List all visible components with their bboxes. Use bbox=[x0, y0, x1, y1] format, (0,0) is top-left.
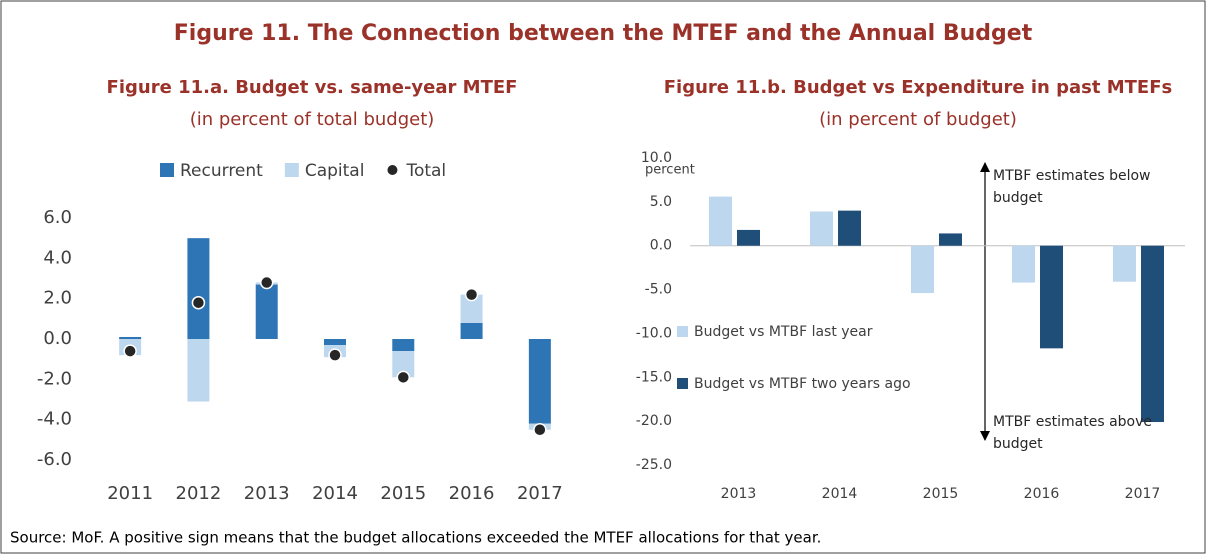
bar bbox=[838, 210, 861, 246]
y-tick-label: -25.0 bbox=[636, 457, 672, 473]
y-tick-label: 6.0 bbox=[43, 207, 72, 228]
x-tick-label: 2014 bbox=[822, 486, 858, 502]
y-tick-label: -5.0 bbox=[645, 282, 672, 298]
y-tick-label: -4.0 bbox=[37, 409, 72, 430]
legend-marker bbox=[387, 165, 398, 175]
legend-label: Budget vs MTBF two years ago bbox=[694, 376, 911, 392]
figure-title: Figure 11. The Connection between the MT… bbox=[174, 21, 1033, 46]
legend-swatch bbox=[160, 163, 174, 177]
bar-segment bbox=[119, 336, 142, 339]
total-dot bbox=[328, 348, 342, 362]
bar-segment bbox=[460, 294, 483, 323]
annotation: MTBF estimates above budget bbox=[993, 414, 1153, 452]
y-tick-label: -10.0 bbox=[636, 325, 672, 341]
bar bbox=[1113, 245, 1136, 282]
bar bbox=[939, 233, 962, 246]
x-tick-label: 2013 bbox=[721, 486, 757, 502]
bar bbox=[709, 196, 732, 246]
bar bbox=[1040, 245, 1063, 349]
bar-segment bbox=[255, 284, 278, 339]
bar bbox=[810, 211, 833, 246]
y-tick-label: -2.0 bbox=[37, 368, 72, 389]
x-tick-label: 2015 bbox=[380, 483, 426, 504]
bar-segment bbox=[324, 339, 346, 346]
bar-segment bbox=[528, 339, 551, 424]
total-dot bbox=[123, 344, 137, 358]
annotation: MTBF estimates below budget bbox=[993, 168, 1151, 206]
legend-swatch bbox=[677, 378, 688, 389]
y-tick-label: 0.0 bbox=[43, 328, 72, 349]
legend-label: Recurrent bbox=[180, 161, 263, 181]
x-tick-label: 2017 bbox=[517, 483, 563, 504]
x-tick-label: 2017 bbox=[1125, 486, 1161, 502]
total-dot bbox=[533, 423, 547, 437]
y-tick-label: 4.0 bbox=[43, 247, 72, 268]
legend-swatch bbox=[677, 326, 688, 337]
source-note: Source: MoF. A positive sign means that … bbox=[10, 529, 821, 547]
legend-swatch bbox=[284, 163, 299, 177]
legend-label: Total bbox=[405, 161, 446, 181]
bar bbox=[911, 245, 934, 294]
x-tick-label: 2016 bbox=[1024, 486, 1060, 502]
y-tick-label: -20.0 bbox=[636, 413, 672, 429]
chart-subtitle: (in percent of budget) bbox=[819, 109, 1017, 130]
bar-segment bbox=[392, 339, 415, 352]
x-tick-label: 2014 bbox=[312, 483, 358, 504]
x-tick-label: 2011 bbox=[107, 483, 153, 504]
bar bbox=[737, 229, 760, 246]
bar-segment bbox=[187, 238, 210, 339]
bar-segment bbox=[392, 351, 415, 378]
bar bbox=[1012, 245, 1035, 283]
y-tick-label: -6.0 bbox=[37, 449, 72, 470]
chart-subtitle: (in percent of total budget) bbox=[190, 109, 435, 130]
x-tick-label: 2015 bbox=[923, 486, 959, 502]
y-tick-label: 10.0 bbox=[641, 150, 672, 166]
y-tick-label: -15.0 bbox=[636, 369, 672, 385]
total-dot bbox=[464, 287, 479, 302]
y-tick-label: 2.0 bbox=[43, 288, 72, 309]
bar bbox=[1141, 245, 1164, 423]
x-tick-label: 2012 bbox=[176, 483, 222, 504]
chart-title: Figure 11.b. Budget vs Expenditure in pa… bbox=[664, 77, 1173, 98]
x-tick-label: 2016 bbox=[449, 483, 495, 504]
legend-label: Budget vs MTBF last year bbox=[694, 324, 873, 340]
chart-title: Figure 11.a. Budget vs. same-year MTEF bbox=[107, 77, 518, 98]
x-tick-label: 2013 bbox=[244, 483, 290, 504]
bar-segment bbox=[460, 322, 483, 339]
y-tick-label: 5.0 bbox=[650, 194, 672, 210]
bar-segment bbox=[187, 339, 210, 402]
total-dot bbox=[191, 295, 206, 310]
y-axis-label: percent bbox=[645, 163, 695, 178]
y-tick-label: 0.0 bbox=[650, 238, 672, 254]
total-dot bbox=[259, 275, 274, 290]
total-dot bbox=[396, 370, 411, 385]
legend-label: Capital bbox=[305, 161, 365, 181]
